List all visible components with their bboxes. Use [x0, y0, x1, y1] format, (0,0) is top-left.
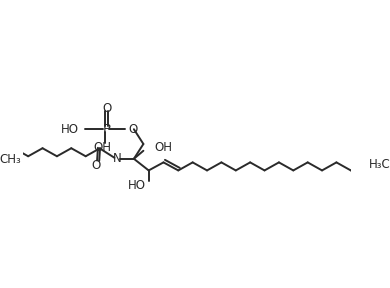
Text: O: O: [92, 159, 101, 172]
Text: P: P: [103, 123, 111, 136]
Text: CH₃: CH₃: [0, 153, 21, 166]
Text: H₃C: H₃C: [369, 158, 390, 171]
Text: HO: HO: [128, 179, 145, 192]
Text: OH: OH: [154, 141, 172, 154]
Text: O: O: [102, 102, 111, 115]
Text: OH: OH: [94, 141, 112, 154]
Text: N: N: [113, 152, 121, 165]
Text: O: O: [129, 123, 138, 136]
Text: HO: HO: [61, 123, 79, 136]
